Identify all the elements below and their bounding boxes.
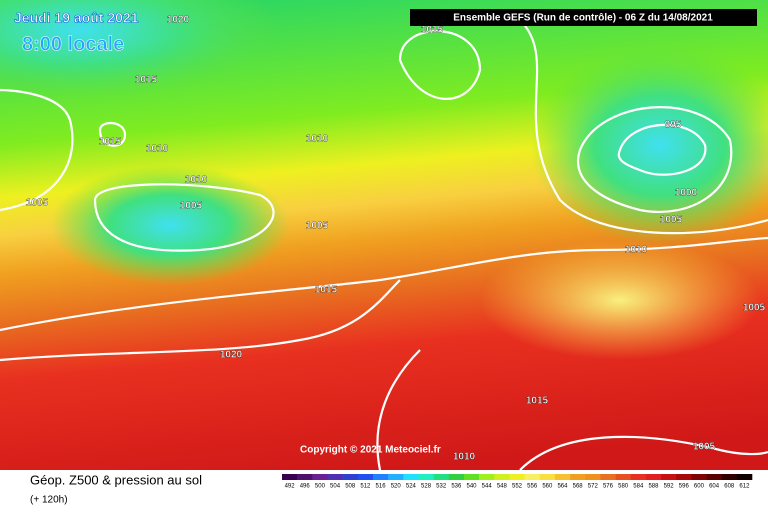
colorbar-label: 572 — [588, 484, 599, 490]
colorbar-label: 508 — [345, 484, 356, 490]
colorbar-label: 500 — [315, 484, 326, 490]
colorbar-label: 556 — [527, 484, 538, 490]
colorbar-swatch — [418, 474, 434, 480]
footer-title: Géop. Z500 & pression au sol — [30, 472, 202, 487]
colorbar-label: 584 — [633, 484, 644, 490]
footer-lead: (+ 120h) — [30, 495, 68, 506]
colorbar-swatch — [539, 474, 556, 480]
isobar-label: 1000 — [675, 188, 698, 199]
colorbar-swatch — [736, 474, 753, 480]
date: Jeudi 19 août 2021 — [14, 10, 139, 26]
colorbar-label: 544 — [482, 484, 493, 490]
colorbar-label: 568 — [573, 484, 584, 490]
colorbar-label: 612 — [739, 484, 750, 490]
run-info: Ensemble GEFS (Run de contrôle) - 06 Z d… — [453, 13, 713, 24]
isobar-label: 1020 — [167, 15, 190, 26]
colorbar-swatch — [630, 474, 647, 480]
colorbar-swatch — [433, 474, 450, 480]
isobar-label: 1015 — [99, 137, 122, 148]
colorbar-swatch — [721, 474, 738, 480]
colorbar-label: 536 — [451, 484, 462, 490]
colorbar-swatch — [691, 474, 707, 480]
colorbar-swatch — [524, 474, 541, 480]
colorbar-label: 600 — [694, 484, 705, 490]
isobar-label: 1010 — [625, 245, 648, 256]
colorbar-swatch — [448, 474, 465, 480]
isobar-label: 1005 — [693, 442, 716, 453]
colorbar-label: 596 — [679, 484, 690, 490]
isobar-label: 1005 — [26, 198, 49, 209]
colorbar-label: 520 — [391, 484, 402, 490]
colorbar-label: 580 — [618, 484, 629, 490]
colorbar-swatch — [403, 474, 419, 480]
isobar-label: 1015 — [135, 75, 158, 86]
local-time: 8:00 locale — [22, 33, 124, 55]
colorbar-swatch — [645, 474, 662, 480]
colorbar-label: 564 — [557, 484, 568, 490]
colorbar-swatch — [600, 474, 616, 480]
colorbar-label: 492 — [285, 484, 296, 490]
isobar-label: 1005 — [180, 201, 203, 212]
colorbar-swatch — [357, 474, 374, 480]
copyright: Copyright © 2021 Meteociel.fr — [300, 445, 441, 456]
ridge-area — [480, 240, 760, 360]
colorbar-label: 524 — [406, 484, 417, 490]
colorbar-label: 528 — [421, 484, 432, 490]
colorbar-swatch — [342, 474, 359, 480]
colorbar-swatch — [312, 474, 328, 480]
colorbar-label: 548 — [497, 484, 508, 490]
run-banner — [410, 9, 757, 26]
colorbar-swatch — [570, 474, 586, 480]
colorbar-swatch — [706, 474, 722, 480]
colorbar-swatch — [463, 474, 480, 480]
colorbar-swatch — [327, 474, 343, 480]
colorbar: 492 496 500 504 508 512 516 520 524 528 532 536 540 5… — [282, 474, 753, 490]
colorbar-swatch — [297, 474, 313, 480]
colorbar-swatch — [585, 474, 601, 480]
isobar-label: 995 — [665, 120, 682, 131]
colorbar-label: 592 — [664, 484, 675, 490]
colorbar-swatch — [388, 474, 404, 480]
isobar-label: 1020 — [220, 350, 243, 361]
colorbar-swatch — [479, 474, 495, 480]
colorbar-label: 540 — [467, 484, 478, 490]
colorbar-swatch — [661, 474, 677, 480]
colorbar-swatch — [282, 474, 298, 480]
colorbar-swatch — [494, 474, 510, 480]
colorbar-label: 560 — [542, 484, 553, 490]
low-area — [530, 45, 768, 245]
isobar-label: 1005 — [306, 221, 329, 232]
colorbar-swatch — [554, 474, 571, 480]
colorbar-label: 532 — [436, 484, 447, 490]
colorbar-label: 604 — [709, 484, 720, 490]
isobar-label: 1010 — [306, 134, 329, 145]
isobar-labels: 1020 1015 1015 1015 1010 1010 1010 1005 1005 1005… — [26, 14, 766, 463]
isobar-label: 1010 — [146, 144, 169, 155]
low-area — [50, 165, 290, 285]
colorbar-label: 608 — [724, 484, 735, 490]
colorbar-swatch — [509, 474, 525, 480]
isobar-label: 1015 — [315, 285, 338, 296]
colorbar-label: 576 — [603, 484, 614, 490]
isobars — [0, 19, 768, 471]
colorbar-label: 516 — [376, 484, 387, 490]
colorbar-swatch — [676, 474, 692, 480]
isobar-label: 1010 — [185, 175, 208, 186]
colorbar-label: 504 — [330, 484, 341, 490]
isobar-label: 1005 — [660, 215, 683, 226]
colorbar-label: 552 — [512, 484, 523, 490]
isobar-label: 1015 — [421, 25, 444, 36]
isobar-label: 1005 — [743, 303, 766, 314]
isobar-label: 1015 — [526, 396, 549, 407]
colorbar-label: 512 — [360, 484, 371, 490]
colorbar-label: 496 — [300, 484, 311, 490]
colorbar-swatch — [615, 474, 632, 480]
colorbar-swatch — [372, 474, 389, 480]
low-area — [0, 0, 280, 100]
isobar-label: 1010 — [453, 452, 476, 463]
colorbar-label: 588 — [648, 484, 659, 490]
